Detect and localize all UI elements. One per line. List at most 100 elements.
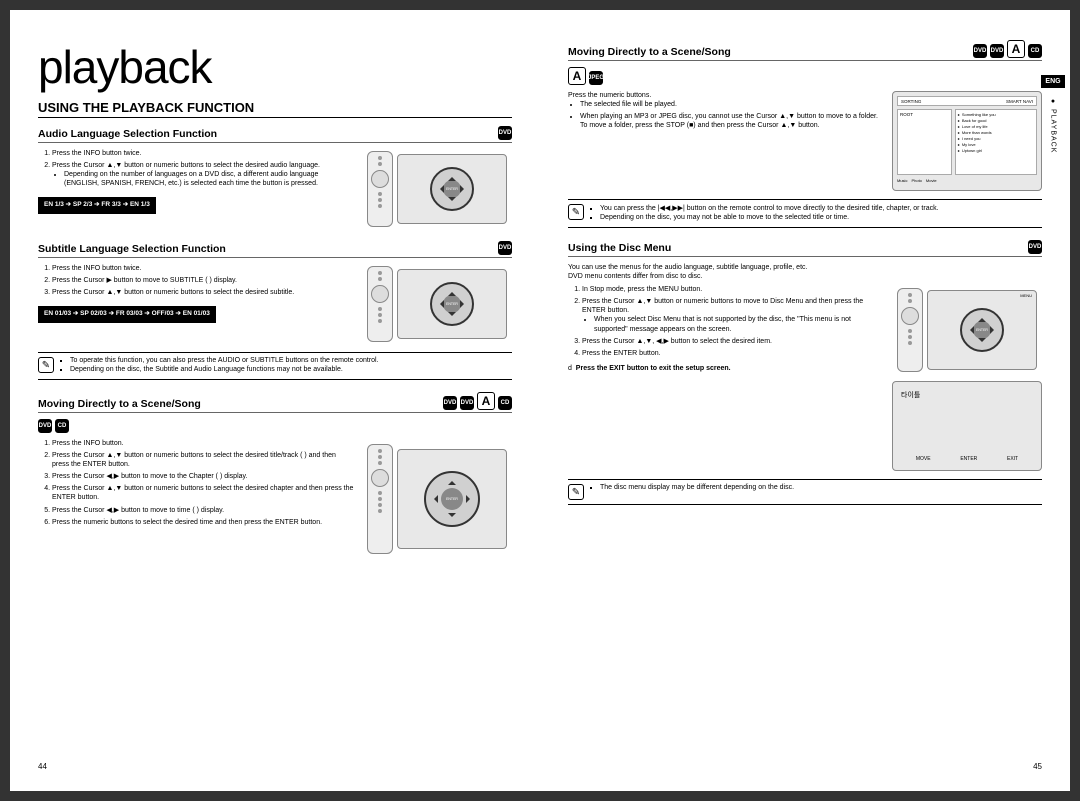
discmenu-intro: You can use the menus for the audio lang… [568, 263, 1042, 281]
remote-graphic [367, 266, 393, 342]
note-icon: ✎ [38, 357, 54, 373]
scene-steps: Press the INFO button. Press the Cursor … [38, 439, 354, 559]
note-box: ✎ You can press the |◀◀,▶▶| button on th… [568, 199, 1042, 228]
sub-step: Depending on the number of languages on … [64, 170, 354, 188]
step: Press the Cursor ▲,▼, ◀,▶ button to sele… [582, 337, 884, 346]
manual-spread: playback USING THE PLAYBACK FUNCTION Aud… [10, 10, 1070, 791]
step: Press the Cursor ▶ button to move to SUB… [52, 276, 354, 285]
title-menu-mockup: 타이틀 MOVE ENTER EXIT [892, 381, 1042, 471]
bullet: The selected file will be played. [580, 100, 884, 109]
lang-badge: ENG [1041, 75, 1064, 88]
note-item: The disc menu display may be different d… [600, 484, 1042, 491]
audio-section: Audio Language Selection Function DVD Pr… [38, 126, 512, 229]
dvd-icon: DVD [498, 126, 512, 140]
list-item: ▸ Uptown girl [958, 148, 1034, 153]
jpeg-icon: JPEG [589, 71, 603, 85]
side-tab: ENG ● PLAYBACK [1042, 75, 1064, 153]
player-panel: ENTER [397, 449, 507, 549]
list-item: ▸ More than words [958, 130, 1034, 135]
note-icon: ✎ [568, 484, 584, 500]
file-list: ▸ Something like you ▸ Back for good ▸ L… [955, 109, 1037, 175]
enter-button-icon: ENTER [443, 295, 461, 313]
page-number: 44 [38, 762, 47, 771]
dvd-icon: DVD [38, 419, 52, 433]
step: Press the INFO button. [52, 439, 354, 448]
step: Press the Cursor ◀,▶ button to move to t… [52, 506, 354, 515]
step: Press the Cursor ▲,▼ button or numeric b… [52, 451, 354, 469]
scene2-title: Moving Directly to a Scene/Song [568, 46, 731, 58]
discmenu-title: Using the Disc Menu [568, 242, 671, 254]
note-item: Depending on the disc, you may not be ab… [600, 214, 1042, 221]
step: Press the Cursor ▲,▼ button or numeric b… [52, 288, 354, 297]
masthead: playback [38, 40, 512, 94]
note-box: ✎ The disc menu display may be different… [568, 479, 1042, 505]
note-box: ✎ To operate this function, you can also… [38, 352, 512, 380]
exit-instruction: Press the EXIT button to exit the setup … [576, 365, 731, 372]
step: Press the INFO button twice. [52, 264, 354, 273]
sequence-box: EN 1/3 ➔ SP 2/3 ➔ FR 3/3 ➔ EN 1/3 [38, 197, 156, 213]
a-icon: A [568, 67, 586, 85]
scene-title: Moving Directly to a Scene/Song [38, 398, 201, 410]
screen-mockup: SORTING SMART NAVI ROOT ▸ Something like… [892, 91, 1042, 191]
illustration: MENU ENTER [892, 285, 1042, 375]
page-44: playback USING THE PLAYBACK FUNCTION Aud… [10, 10, 540, 791]
list-item: ▸ I need you [958, 136, 1034, 141]
audio-steps: Press the INFO button twice. Press the C… [38, 149, 354, 229]
section-vertical: ● PLAYBACK [1050, 98, 1057, 153]
subtitle-title: Subtitle Language Selection Function [38, 243, 226, 255]
step: In Stop mode, press the MENU button. [582, 285, 884, 294]
step: Press the Cursor ▲,▼ button or numeric b… [52, 484, 354, 502]
list-item: ▸ Love of my life [958, 124, 1034, 129]
subtitle-section: Subtitle Language Selection Function DVD… [38, 241, 512, 380]
step: Press the Cursor ▲,▼ button or numeric b… [582, 297, 884, 333]
intro-text: Press the numeric buttons. [568, 91, 884, 100]
note-icon: ✎ [568, 204, 584, 220]
page-number: 45 [1033, 762, 1042, 771]
illustration: ENTER [362, 149, 512, 229]
a-icon: A [1007, 40, 1025, 58]
title-label: 타이틀 [901, 390, 1033, 400]
illustration: ENTER [362, 439, 512, 559]
step: Press the Cursor ◀,▶ button to move to t… [52, 472, 354, 481]
remote-graphic [367, 151, 393, 227]
dvd-icon: DVD [990, 44, 1004, 58]
cd-icon: CD [1028, 44, 1042, 58]
section-title: USING THE PLAYBACK FUNCTION [38, 100, 512, 118]
step: Press the INFO button twice. [52, 149, 354, 158]
scene-section: Moving Directly to a Scene/Song DVD DVD … [38, 392, 512, 559]
dvd-icon: DVD [1028, 240, 1042, 254]
step: Press the ENTER button. [582, 349, 884, 358]
dvd-icon: DVD [460, 396, 474, 410]
subtitle-steps: Press the INFO button twice. Press the C… [38, 264, 354, 344]
footer-item: EXIT [1007, 456, 1018, 462]
root-label: ROOT [900, 112, 949, 117]
player-panel: ENTER [397, 269, 507, 339]
note-item: To operate this function, you can also p… [70, 357, 512, 364]
discmenu-section: Using the Disc Menu DVD You can use the … [568, 240, 1042, 505]
smartnavi-label: SMART NAVI [1006, 99, 1033, 104]
list-item: ▸ Back for good [958, 118, 1034, 123]
dvd-icon: DVD [443, 396, 457, 410]
footer-item: Movie [926, 178, 937, 183]
page-45: Moving Directly to a Scene/Song DVD DVD … [540, 10, 1070, 791]
step: Press the numeric buttons to select the … [52, 518, 354, 527]
footer-item: MOVE [916, 456, 931, 462]
sorting-label: SORTING [901, 99, 921, 104]
player-panel: MENU ENTER [927, 290, 1037, 370]
sub-step: When you select Disc Menu that is not su… [594, 315, 884, 333]
footer-item: Music [897, 178, 907, 183]
dvd-icon: DVD [973, 44, 987, 58]
discmenu-steps: In Stop mode, press the MENU button. Pre… [568, 285, 884, 471]
note-item: Depending on the disc, the Subtitle and … [70, 366, 512, 373]
scene2-section: Moving Directly to a Scene/Song DVD DVD … [568, 40, 1042, 228]
audio-title: Audio Language Selection Function [38, 128, 217, 140]
bullet: When playing an MP3 or JPEG disc, you ca… [580, 112, 884, 130]
enter-button-icon: ENTER [441, 488, 463, 510]
a-icon: A [477, 392, 495, 410]
sequence-box: EN 01/03 ➔ SP 02/03 ➔ FR 03/03 ➔ OFF/03 … [38, 306, 216, 322]
enter-button-icon: ENTER [443, 180, 461, 198]
footer-item: Photo [911, 178, 921, 183]
root-pane: ROOT [897, 109, 952, 175]
remote-graphic [367, 444, 393, 554]
enter-button-icon: ENTER [973, 321, 991, 339]
